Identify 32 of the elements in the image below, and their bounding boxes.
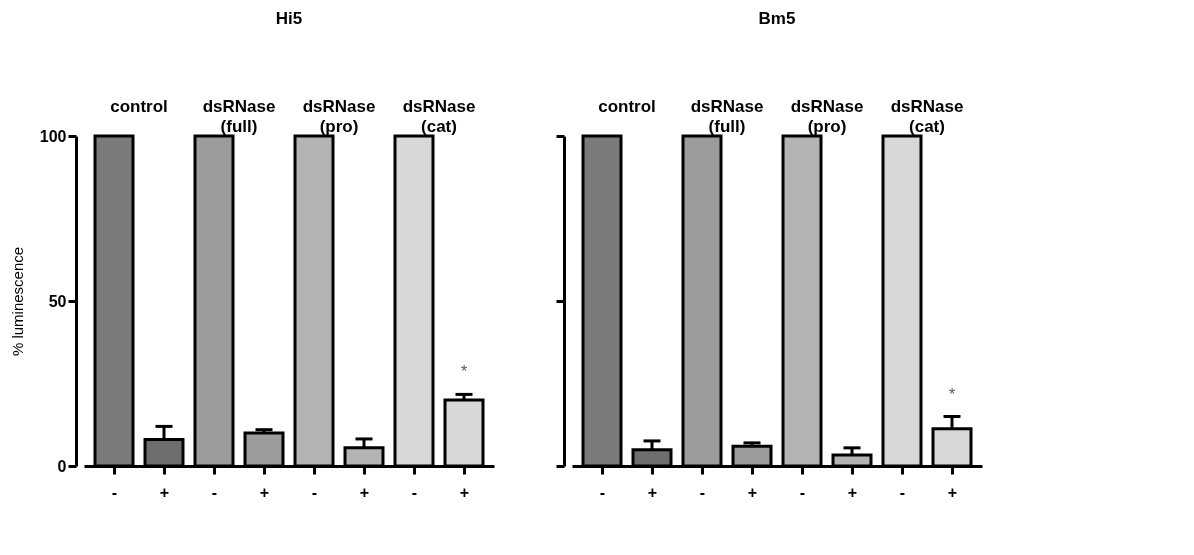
x-tick-label: + bbox=[259, 483, 270, 501]
text: control bbox=[598, 97, 656, 116]
text: dsRNase (pro) bbox=[302, 97, 376, 136]
y-tick-label: 0 bbox=[57, 457, 67, 475]
x-tick-label: + bbox=[459, 483, 470, 501]
text: dsRNase (cat) bbox=[890, 97, 964, 136]
text: dsRNase (full) bbox=[690, 97, 764, 136]
x-tick-label: - bbox=[411, 483, 418, 501]
x-tick-label: + bbox=[947, 483, 958, 501]
x-tick-label: + bbox=[647, 483, 658, 501]
chart-title: Hi5 bbox=[275, 9, 303, 28]
text: control bbox=[110, 97, 168, 116]
x-tick-label: - bbox=[699, 483, 706, 501]
text: dsRNase (cat) bbox=[402, 97, 476, 136]
chart-title: Bm5 bbox=[758, 9, 796, 28]
x-tick-label: - bbox=[799, 483, 806, 501]
annotation: * bbox=[948, 385, 956, 403]
text: dsRNase (full) bbox=[202, 97, 276, 136]
x-tick-label: + bbox=[847, 483, 858, 501]
annotation: * bbox=[460, 363, 468, 381]
x-tick-label: + bbox=[747, 483, 758, 501]
x-tick-label: + bbox=[159, 483, 170, 501]
y-axis-title: % luminescence bbox=[8, 246, 26, 357]
x-tick-label: - bbox=[111, 483, 118, 501]
x-tick-label: - bbox=[311, 483, 318, 501]
x-tick-label: - bbox=[211, 483, 218, 501]
text: dsRNase (pro) bbox=[790, 97, 864, 136]
y-tick-label: 50 bbox=[48, 292, 67, 310]
x-tick-label: + bbox=[359, 483, 370, 501]
x-tick-label: - bbox=[599, 483, 606, 501]
x-tick-label: - bbox=[899, 483, 906, 501]
y-tick-label: 100 bbox=[39, 127, 67, 145]
